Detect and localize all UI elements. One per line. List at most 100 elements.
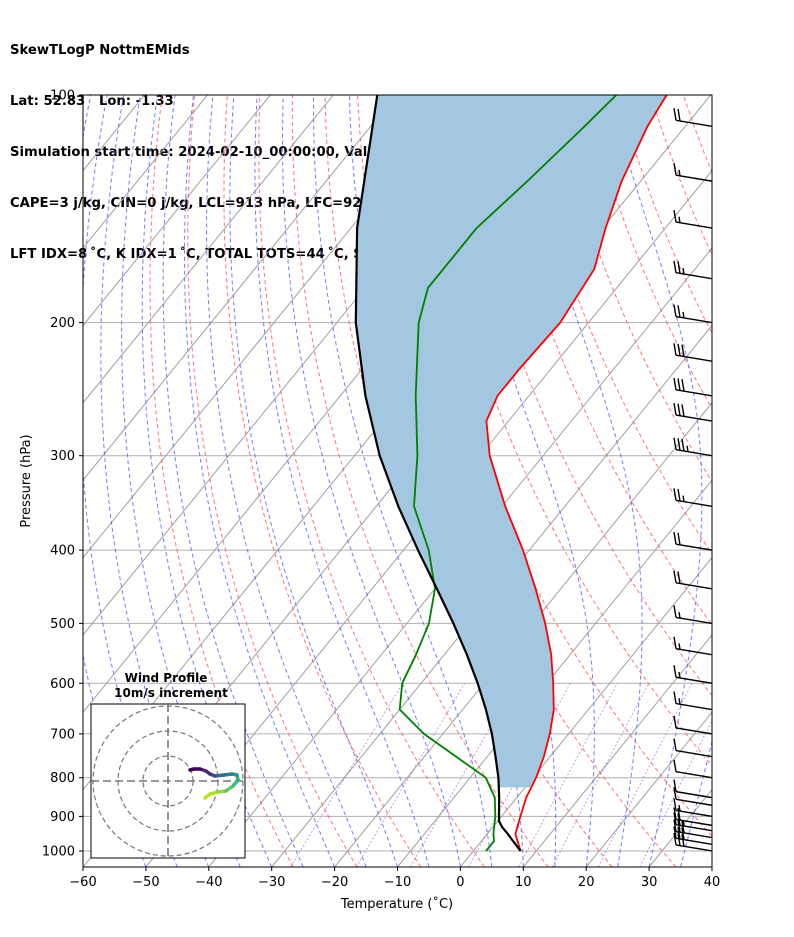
barb-flag — [677, 378, 681, 391]
barb-flag — [677, 532, 681, 545]
x-tick-label: −50 — [132, 875, 159, 890]
wind-barb — [673, 108, 712, 127]
y-tick-label: 1000 — [42, 844, 75, 859]
x-tick-label: 0 — [456, 875, 464, 890]
barb-staff — [675, 823, 712, 832]
barb-flag — [681, 344, 685, 357]
y-tick-label: 200 — [50, 316, 75, 331]
wind-barb — [673, 437, 712, 457]
x-tick-label: −20 — [321, 875, 348, 890]
moist-adiabat — [517, 95, 643, 867]
moist-adiabat — [313, 95, 493, 867]
barb-half-flag — [678, 169, 681, 176]
wind-barb — [673, 819, 712, 839]
wind-barb — [673, 636, 712, 656]
dry-adiabat — [149, 95, 294, 867]
wind-barb — [673, 807, 712, 827]
barb-flag — [677, 438, 681, 451]
barb-flag — [677, 108, 681, 122]
barb-staff — [675, 702, 712, 711]
barb-flag — [677, 820, 681, 833]
barb-staff — [675, 272, 712, 280]
inset-title: Wind Profile — [125, 671, 208, 685]
mixing-ratio-line — [518, 683, 618, 867]
barb-flag — [673, 832, 677, 846]
isotherm-line — [775, 95, 794, 867]
wind-barb — [673, 832, 712, 852]
barb-flag — [677, 826, 681, 840]
moist-adiabat — [610, 95, 703, 867]
barb-flag — [673, 437, 677, 450]
isotherm-line — [83, 95, 208, 249]
barb-flag — [673, 570, 677, 583]
dry-adiabat — [749, 95, 794, 867]
isotherm-line — [83, 95, 334, 404]
isotherm-line — [83, 95, 271, 327]
barb-flag — [673, 377, 677, 390]
wind-barb — [673, 304, 712, 324]
barb-flag — [677, 833, 681, 846]
moist-adiabat — [254, 95, 430, 867]
barb-half-flag — [682, 267, 685, 275]
isotherm-line — [208, 247, 712, 867]
y-tick-label: 600 — [50, 677, 75, 692]
barb-flag — [681, 438, 685, 452]
barb-flag — [673, 636, 677, 649]
wind-barb — [673, 343, 712, 362]
barb-staff — [675, 809, 712, 818]
x-tick-label: 40 — [704, 875, 721, 890]
x-tick-label: −60 — [69, 875, 96, 890]
barb-staff — [675, 676, 712, 684]
barb-staff — [675, 798, 712, 806]
barb-flag — [673, 304, 677, 317]
moist-adiabat — [206, 95, 367, 867]
barb-half-flag — [678, 611, 681, 619]
barb-staff — [675, 727, 712, 735]
wind-barb — [673, 798, 712, 818]
barb-staff — [675, 582, 712, 590]
isotherm-line — [585, 711, 712, 867]
dry-adiabat — [422, 95, 712, 767]
wind-barb — [673, 665, 712, 684]
y-axis-label: Pressure (hPa) — [19, 434, 34, 527]
isotherm-line — [0, 95, 82, 867]
x-tick-label: −10 — [384, 875, 411, 890]
mixing-ratio-line — [290, 683, 404, 867]
wind-barb — [673, 691, 712, 711]
barb-flag — [677, 807, 681, 821]
x-tick-label: 10 — [515, 875, 532, 890]
y-tick-label: 100 — [50, 89, 75, 104]
isotherm-line — [271, 324, 712, 867]
dry-adiabat — [487, 95, 712, 626]
barb-flag — [677, 261, 681, 274]
plot-area — [0, 95, 794, 867]
moist-adiabat — [711, 865, 712, 867]
barb-half-flag — [678, 698, 681, 705]
barb-half-flag — [678, 643, 681, 650]
barb-staff — [675, 616, 712, 625]
barb-flag — [673, 812, 677, 825]
barb-flag — [673, 807, 677, 820]
y-tick-label: 700 — [50, 727, 75, 742]
x-tick-label: 30 — [641, 875, 658, 890]
dry-adiabat — [650, 95, 712, 256]
dry-adiabat — [781, 95, 794, 867]
moist-adiabat — [281, 95, 461, 867]
moist-adiabat — [184, 95, 336, 867]
barb-flag — [681, 834, 685, 847]
barb-flag — [673, 488, 677, 501]
wind-barb — [673, 738, 712, 758]
barb-staff — [675, 749, 712, 758]
dry-adiabat — [258, 95, 485, 867]
wind-barb — [673, 377, 712, 397]
wind-profile-inset: Wind Profile 10m/s increment — [90, 671, 246, 859]
barb-flag — [673, 826, 677, 839]
wind-barb — [673, 779, 712, 799]
x-axis-label: Temperature (˚C) — [340, 896, 453, 912]
inset-subtitle: 10m/s increment — [114, 686, 228, 700]
mixing-ratio-line — [355, 683, 466, 867]
y-tick-label: 300 — [50, 449, 75, 464]
moist-adiabat — [162, 95, 304, 867]
barb-flag — [673, 260, 677, 273]
